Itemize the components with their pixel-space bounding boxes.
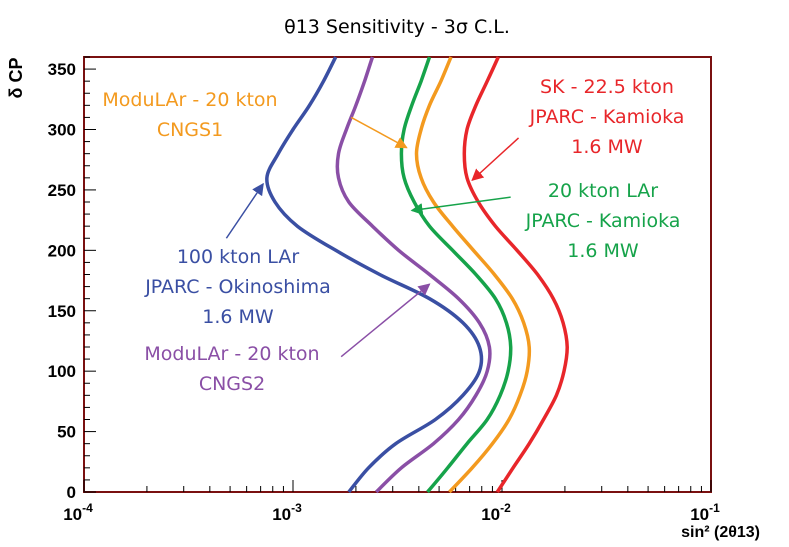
chart-title: θ13 Sensitivity - 3σ C.L. xyxy=(284,16,510,38)
annotation-label: ModuLAr - 20 kton CNGS2 xyxy=(144,343,319,395)
y-tick-label: 50 xyxy=(57,423,76,442)
y-tick-label: 250 xyxy=(48,181,76,200)
series-layer xyxy=(265,56,569,494)
series-line xyxy=(265,56,484,494)
series-line xyxy=(399,56,513,494)
annotations-layer: ModuLAr - 20 kton CNGS1 100 kton LAr JPARC … xyxy=(102,76,684,395)
y-tick-label: 150 xyxy=(48,302,76,321)
series-line xyxy=(335,56,492,494)
annotation-arrow xyxy=(471,137,520,182)
annotation-arrow xyxy=(340,283,431,358)
x-tick-label: 10-4 xyxy=(63,501,93,524)
series-line xyxy=(462,56,569,493)
annotation-label: ModuLAr - 20 kton CNGS1 xyxy=(102,89,277,141)
y-axis-label: δ CP xyxy=(6,58,26,99)
x-tick-label: 10-3 xyxy=(272,501,302,524)
x-axis: 10-4 10-3 10-2 10-1 xyxy=(63,480,720,524)
x-axis-label: sin² (2θ13) xyxy=(681,524,760,541)
y-tick-label: 0 xyxy=(67,483,76,502)
annotation-label: 20 kton LAr JPARC - Kamioka 1.6 MW xyxy=(525,180,681,262)
y-axis: 0 50 100 150 200 250 300 350 xyxy=(48,56,96,502)
annotation-arrow xyxy=(350,116,408,149)
annotation-arrow xyxy=(410,196,511,215)
y-tick-label: 300 xyxy=(48,121,76,140)
x-tick-label: 10-2 xyxy=(481,501,511,524)
y-tick-label: 200 xyxy=(48,241,76,260)
y-tick-label: 100 xyxy=(48,362,76,381)
annotation-arrow xyxy=(225,182,264,239)
series-line xyxy=(414,56,532,494)
x-tick-label: 10-1 xyxy=(690,501,720,524)
y-tick-label: 350 xyxy=(48,60,76,79)
annotation-label: SK - 22.5 kton JPARC - Kamioka 1.6 MW xyxy=(529,76,685,158)
annotation-label: 100 kton LAr JPARC - Okinoshima 1.6 MW xyxy=(144,246,331,328)
